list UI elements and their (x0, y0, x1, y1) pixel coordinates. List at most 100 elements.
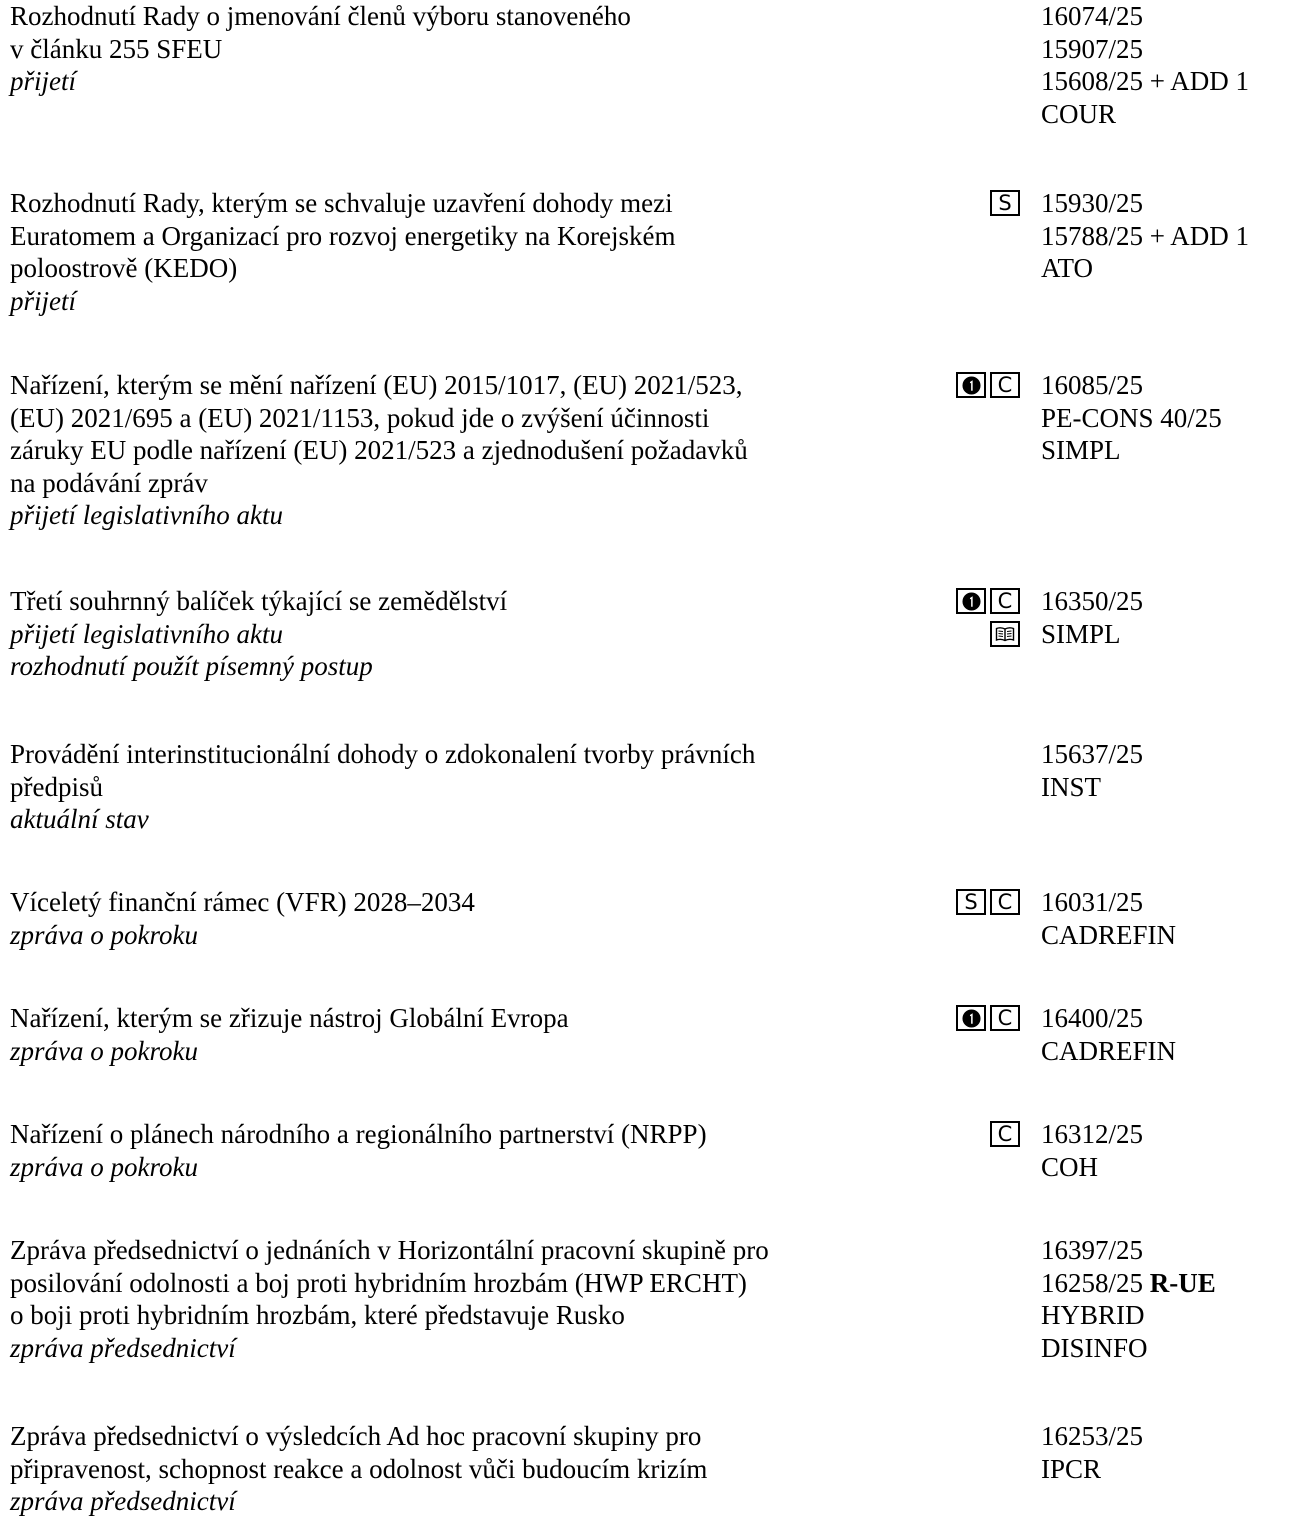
item-action-note: rozhodnutí použít písemný postup (10, 651, 373, 681)
item-title-line: o boji proti hybridním hrozbám, které př… (10, 1300, 625, 1330)
item-title-block: Provádění interinstitucionální dohody o … (10, 738, 910, 836)
item-title-line: Provádění interinstitucionální dohody o … (10, 739, 756, 769)
item-markers: C (990, 1118, 1020, 1151)
item-title-line: předpisů (10, 771, 103, 802)
item-title-line: Třetí souhrnný balíček týkající se zeměd… (10, 586, 508, 616)
item-document-refs: 16253/25 IPCR (1041, 1420, 1291, 1485)
letter-c-icon: C (990, 1005, 1020, 1032)
document-ref-code: COUR (1041, 98, 1117, 129)
item-title-line: Zpráva předsednictví o výsledcích Ad hoc… (10, 1421, 702, 1451)
document-ref-code: ATO (1041, 253, 1094, 283)
document-ref: HYBRID (1041, 1299, 1291, 1332)
item-document-refs: 16085/25 PE-CONS 40/25 SIMPL (1041, 369, 1291, 467)
item-title-line: poloostrově (KEDO) (10, 253, 238, 283)
document-ref: 15788/25 + ADD 1 (1041, 220, 1291, 253)
document-ref-code: PE-CONS 40/25 (1041, 402, 1222, 433)
document-ref-code: 16074/25 (1041, 1, 1144, 31)
document-ref: DISINFO (1041, 1332, 1291, 1365)
item-title-block: Nařízení, kterým se mění nařízení (EU) 2… (10, 369, 910, 532)
item-title-line: Nařízení, kterým se mění nařízení (EU) 2… (10, 370, 743, 400)
document-ref: 15930/25 (1041, 187, 1291, 220)
document-ref-code: SIMPL (1041, 435, 1121, 465)
item-title-block: Třetí souhrnný balíček týkající se zeměd… (10, 585, 910, 683)
item-title-block: Zpráva předsednictví o výsledcích Ad hoc… (10, 1420, 910, 1518)
document-ref-code: IPCR (1041, 1453, 1102, 1484)
marker-row: S (990, 187, 1020, 220)
document-ref-code: CADREFIN (1041, 1035, 1177, 1066)
document-ref: 16085/25 (1041, 369, 1291, 402)
document-ref: 16258/25 R-UE (1041, 1267, 1291, 1300)
letter-c-icon: C (990, 588, 1020, 615)
item-title-block: Rozhodnutí Rady, kterým se schvaluje uza… (10, 187, 910, 317)
document-ref-code: 15608/25 + ADD 1 (1041, 66, 1249, 96)
document-ref: 15637/25 (1041, 738, 1291, 771)
document-ref: COH (1041, 1151, 1291, 1184)
item-document-refs: 16074/25 15907/25 15608/25 + ADD 1 COUR (1041, 0, 1291, 130)
item-action-note: aktuální stav (10, 804, 149, 834)
document-ref: 16253/25 (1041, 1420, 1291, 1453)
item-action-note: zpráva předsednictví (10, 1332, 236, 1363)
document-ref-code: 15930/25 (1041, 188, 1144, 218)
document-ref: INST (1041, 771, 1291, 804)
number-one-circle-icon (956, 588, 986, 615)
document-ref-code: 16350/25 (1041, 586, 1144, 616)
item-document-refs: 16397/25 16258/25 R-UE HYBRID DISINFO (1041, 1234, 1291, 1364)
item-title-block: Zpráva předsednictví o jednáních v Horiz… (10, 1234, 910, 1364)
document-ref-code: SIMPL (1041, 618, 1121, 649)
item-document-refs: 15930/25 15788/25 + ADD 1 ATO (1041, 187, 1291, 285)
document-ref: SIMPL (1041, 618, 1291, 651)
document-ref-code: DISINFO (1041, 1332, 1148, 1363)
item-markers: C (956, 369, 1020, 402)
document-ref: IPCR (1041, 1453, 1291, 1486)
item-markers: C (956, 1002, 1020, 1035)
item-title-line: (EU) 2021/695 a (EU) 2021/1153, pokud jd… (10, 402, 710, 433)
document-ref-code: 16400/25 (1041, 1003, 1144, 1033)
document-ref-code: 15907/25 (1041, 33, 1144, 64)
item-action-note: přijetí legislativního aktu (10, 500, 283, 530)
document-ref: ATO (1041, 252, 1291, 285)
item-document-refs: 16312/25 COH (1041, 1118, 1291, 1183)
document-ref-code: HYBRID (1041, 1300, 1145, 1330)
item-action-note: přijetí (10, 285, 76, 316)
document-ref: PE-CONS 40/25 (1041, 402, 1291, 435)
document-ref-code: 16258/25 (1041, 1267, 1144, 1298)
document-ref: 15608/25 + ADD 1 (1041, 65, 1291, 98)
number-one-circle-icon (956, 1005, 986, 1032)
document-ref: 16031/25 (1041, 886, 1291, 919)
document-ref-code: 15788/25 + ADD 1 (1041, 220, 1249, 251)
marker-row: C (990, 1118, 1020, 1151)
item-document-refs: 16031/25 CADREFIN (1041, 886, 1291, 951)
marker-row: C (956, 369, 1020, 402)
item-title-line: posilování odolnosti a boj proti hybridn… (10, 1267, 747, 1298)
item-action-note: zpráva předsednictví (10, 1486, 236, 1516)
marker-row (956, 618, 1020, 651)
document-ref-code: 16312/25 (1041, 1119, 1144, 1149)
document-ref-code: 16253/25 (1041, 1421, 1144, 1451)
item-title-line: Nařízení, kterým se zřizuje nástroj Glob… (10, 1003, 569, 1033)
item-document-refs: 15637/25 INST (1041, 738, 1291, 803)
item-action-note: zpráva o pokroku (10, 1035, 198, 1066)
document-ref: 15907/25 (1041, 33, 1291, 66)
item-title-block: Rozhodnutí Rady o jmenování členů výboru… (10, 0, 910, 98)
item-action-note: zpráva o pokroku (10, 1151, 198, 1182)
document-ref: SIMPL (1041, 434, 1291, 467)
item-title-line: Víceletý finanční rámec (VFR) 2028–2034 (10, 887, 475, 917)
letter-s-icon: S (956, 889, 986, 916)
open-book-icon (990, 620, 1020, 647)
item-title-line: připravenost, schopnost reakce a odolnos… (10, 1453, 708, 1484)
item-markers: C (956, 585, 1020, 650)
item-title-line: Nařízení o plánech národního a regionáln… (10, 1119, 707, 1149)
document-classification: R-UE (1149, 1267, 1216, 1298)
document-ref-code: 15637/25 (1041, 739, 1144, 769)
item-title-block: Nařízení, kterým se zřizuje nástroj Glob… (10, 1002, 910, 1067)
document-ref: 16350/25 (1041, 585, 1291, 618)
marker-row: C (956, 1002, 1020, 1035)
letter-c-icon: C (990, 1121, 1020, 1148)
item-title-line: na podávání zpráv (10, 467, 208, 498)
item-title-line: Rozhodnutí Rady, kterým se schvaluje uza… (10, 188, 673, 218)
letter-c-icon: C (990, 372, 1020, 399)
document-ref-code: 16085/25 (1041, 370, 1144, 400)
document-ref-code: CADREFIN (1041, 919, 1177, 950)
